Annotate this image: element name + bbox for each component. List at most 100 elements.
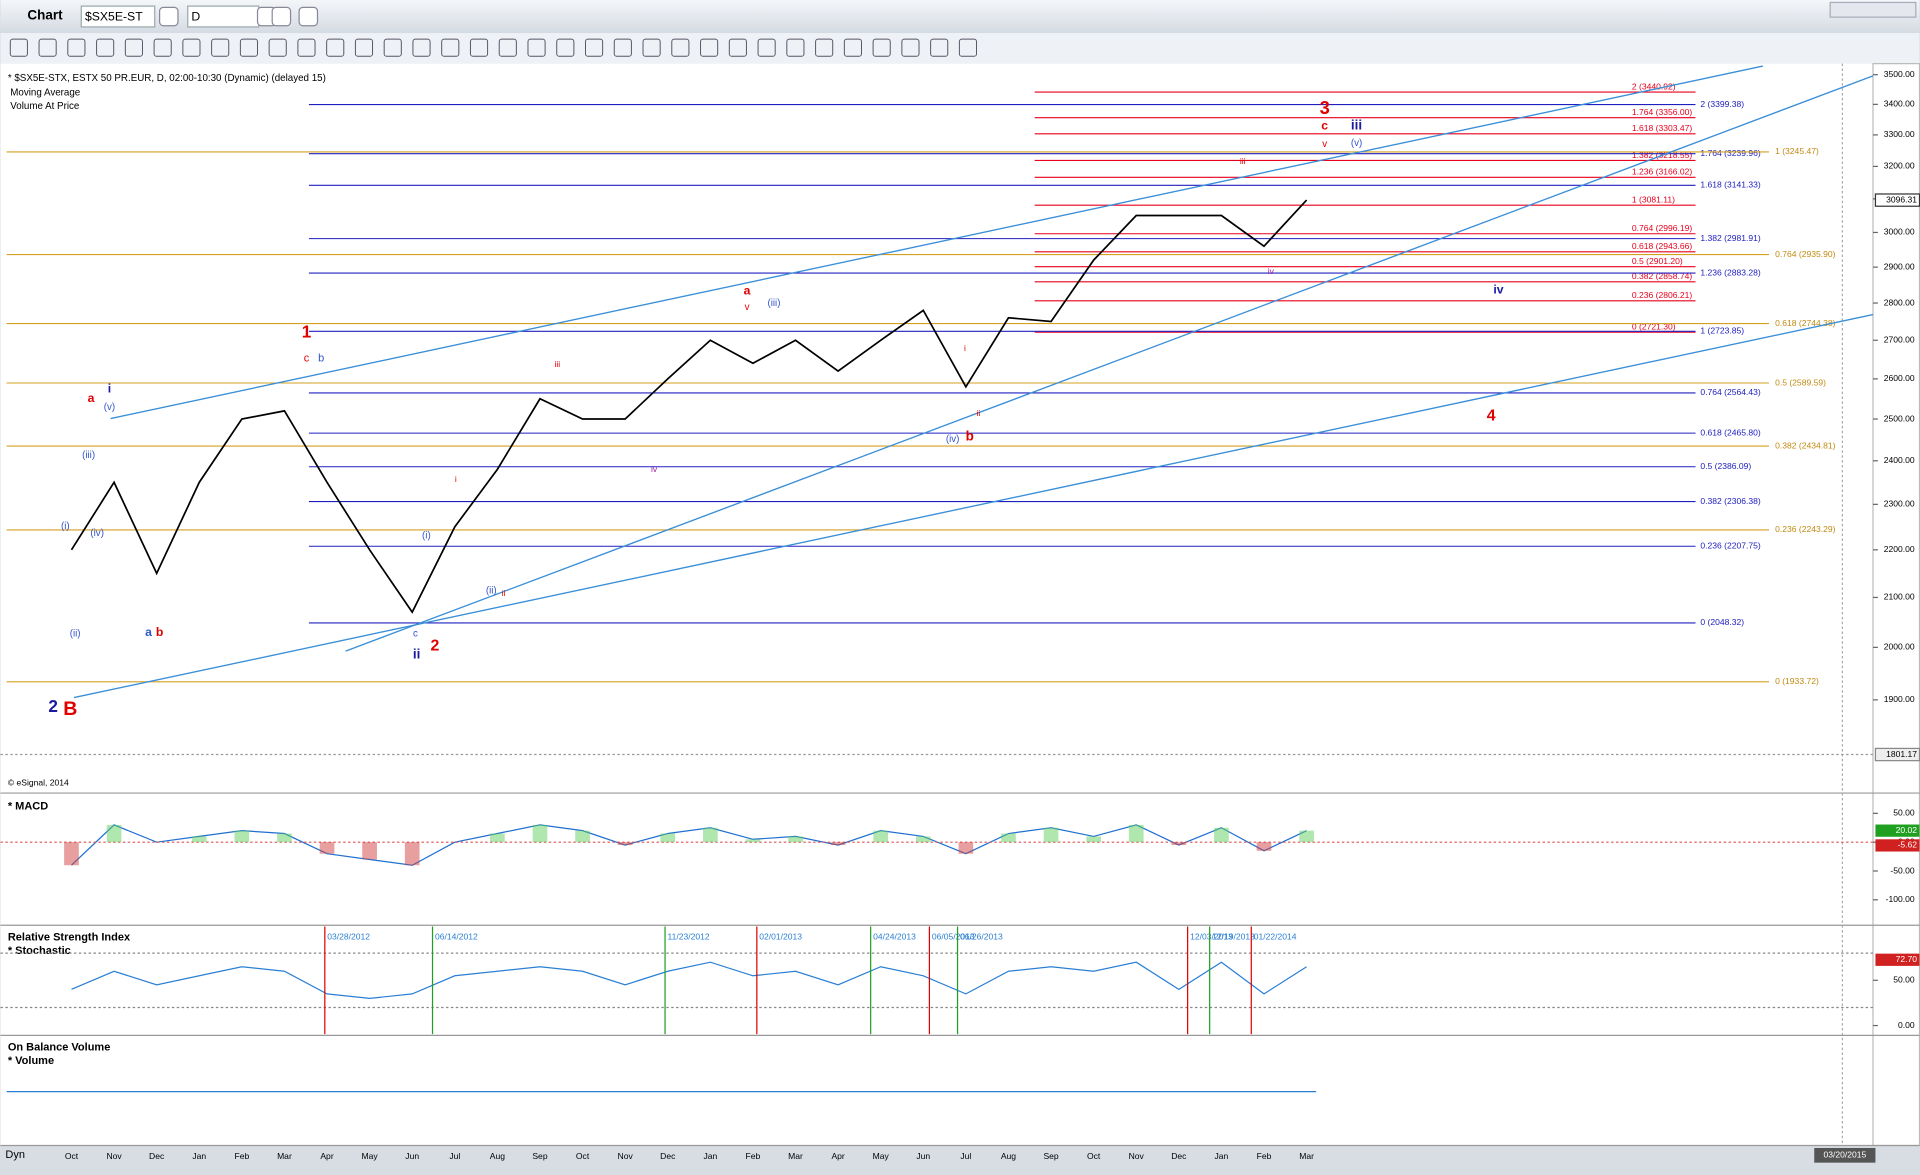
- tool-icon[interactable]: [958, 38, 978, 57]
- date-marker-label: 06/14/2012: [435, 932, 478, 942]
- current-value: -5.62: [1898, 840, 1918, 850]
- tool-icon[interactable]: [671, 38, 690, 57]
- wave-label: (v): [1351, 138, 1362, 149]
- date-marker-label: 06/26/2013: [960, 932, 1003, 942]
- x-tick-label: Dec: [660, 1151, 676, 1161]
- tool-icon[interactable]: [786, 38, 805, 57]
- tool-icon[interactable]: [239, 38, 259, 57]
- tool-icon[interactable]: [298, 6, 319, 27]
- symbol-box[interactable]: [80, 5, 156, 28]
- mode: Dyn: [5, 1149, 25, 1161]
- fib-label: 1.236 (2883.28): [1700, 267, 1761, 277]
- wave-label: a: [145, 625, 152, 639]
- current-value: 72.70: [1896, 954, 1918, 964]
- wave-label: c: [1321, 118, 1328, 132]
- wave-label: iii: [1351, 118, 1362, 133]
- histogram-bar: [830, 842, 846, 846]
- wave-label: 1: [302, 321, 312, 341]
- tool-icon[interactable]: [556, 38, 575, 57]
- histogram-bar: [1001, 833, 1016, 843]
- tool-icon[interactable]: [67, 38, 86, 57]
- fib-label: 0.618 (2465.80): [1700, 427, 1761, 437]
- tool-icon[interactable]: [469, 38, 489, 57]
- symbol[interactable]: $SX5E-ST: [85, 9, 143, 23]
- tool-icon[interactable]: [901, 38, 920, 57]
- histogram-bar: [1256, 842, 1272, 851]
- tool-icon[interactable]: [297, 38, 316, 57]
- fib-label: 0.382 (2306.38): [1700, 496, 1761, 506]
- x-tick-label: Oct: [65, 1151, 79, 1161]
- fib-label: 1.618 (3141.33): [1700, 180, 1761, 190]
- tool-icon[interactable]: [498, 38, 517, 57]
- tool-icon[interactable]: [872, 38, 891, 57]
- wave-label: v: [745, 302, 750, 313]
- tool-icon[interactable]: [38, 38, 57, 57]
- wave-label: (i): [61, 521, 70, 532]
- histogram-bar: [106, 824, 122, 843]
- tool-icon[interactable]: [268, 38, 287, 57]
- tool-icon[interactable]: [843, 38, 862, 57]
- fib-label: 0.236 (2207.75): [1700, 541, 1761, 551]
- tool-icon[interactable]: [96, 38, 115, 57]
- tool-icon[interactable]: [153, 38, 172, 57]
- last-value: 3096.31: [1886, 194, 1917, 204]
- y-tick-label: 3200.00: [1884, 161, 1915, 171]
- histogram-bar: [319, 842, 335, 854]
- tool-icon[interactable]: [354, 38, 374, 57]
- wave-label: (v): [104, 402, 115, 413]
- cursor-value: 1801.17: [1886, 749, 1917, 759]
- wave-label: (iv): [946, 434, 960, 445]
- tool-icon[interactable]: [613, 38, 632, 57]
- histogram-bar: [617, 842, 633, 846]
- tool-icon[interactable]: [815, 38, 834, 57]
- tool-icon[interactable]: [383, 38, 402, 57]
- fib-label: 0.5 (2589.59): [1775, 377, 1826, 387]
- tool-icon[interactable]: [326, 38, 345, 57]
- wave-label: c: [304, 352, 310, 364]
- x-tick-label: Mar: [788, 1151, 803, 1161]
- tool-icon[interactable]: [930, 38, 949, 57]
- chart-title: * $SX5E-STX, ESTX 50 PR.EUR, D, 02:00-10…: [8, 73, 326, 84]
- tool-icon[interactable]: [642, 38, 661, 57]
- fib-label: 1.764 (3356.00): [1632, 107, 1693, 117]
- x-tick-label: Sep: [1043, 1151, 1058, 1161]
- y-tick-label: 2800.00: [1884, 297, 1915, 307]
- date-marker-label: 04/24/2013: [873, 932, 916, 942]
- window-controls[interactable]: [1829, 1, 1917, 18]
- wave-label: iv: [1493, 282, 1503, 296]
- wave-label: iii: [1240, 156, 1246, 166]
- tool-icon[interactable]: [182, 38, 201, 57]
- x-tick-label: May: [873, 1151, 890, 1161]
- tool-icon[interactable]: [271, 6, 292, 27]
- tool-icon[interactable]: [757, 38, 776, 57]
- last-value-box: [1874, 193, 1920, 207]
- tool-icon[interactable]: [124, 38, 143, 57]
- fib-label: 0 (2721.30): [1632, 322, 1676, 332]
- title-bar: [0, 0, 1920, 34]
- tool-icon[interactable]: [158, 6, 179, 27]
- date-box: [1814, 1147, 1876, 1163]
- histogram-bar: [490, 833, 505, 843]
- tool-icon[interactable]: [412, 38, 431, 57]
- tool-icon[interactable]: [441, 38, 460, 57]
- date-marker-label: 06/05/2013: [932, 932, 975, 942]
- x-tick-label: Dec: [1171, 1151, 1187, 1161]
- fib-label: 0.236 (2806.21): [1632, 290, 1693, 300]
- tool-icon[interactable]: [585, 38, 604, 57]
- histogram-bar: [1086, 836, 1101, 843]
- tool-icon[interactable]: [527, 38, 546, 57]
- wave-label: 2: [431, 637, 440, 654]
- x-tick-label: Feb: [746, 1151, 761, 1161]
- tool-icon[interactable]: [728, 38, 747, 57]
- tool-icon[interactable]: [700, 38, 719, 57]
- interval[interactable]: D: [191, 9, 200, 23]
- histogram-bar: [404, 842, 420, 866]
- y-tick-label: 2200.00: [1884, 544, 1915, 554]
- wave-label: 3: [1320, 97, 1330, 118]
- tool-icon[interactable]: [211, 38, 230, 57]
- y-tick-label: 3400.00: [1884, 99, 1915, 109]
- tool-icon[interactable]: [9, 38, 28, 57]
- y-tick-label: 2900.00: [1884, 261, 1915, 271]
- price-line: [70, 199, 1308, 614]
